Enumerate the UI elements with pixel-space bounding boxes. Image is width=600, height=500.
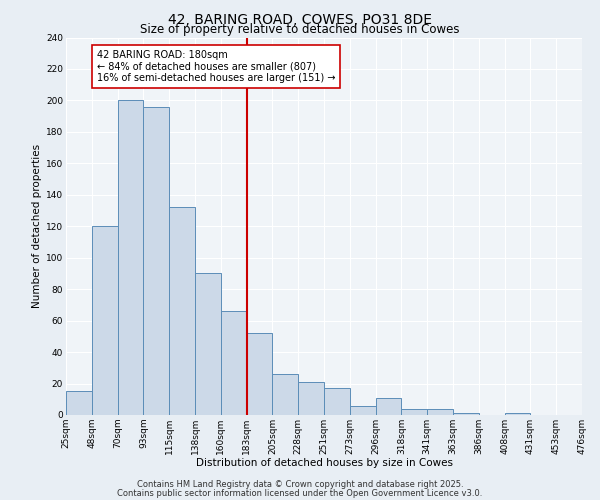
Bar [298, 382, 324, 415]
Text: 42 BARING ROAD: 180sqm
← 84% of detached houses are smaller (807)
16% of semi-de: 42 BARING ROAD: 180sqm ← 84% of detached… [97, 50, 335, 84]
Bar [118, 100, 143, 415]
Bar [92, 226, 118, 415]
Bar [427, 408, 453, 415]
Bar [247, 333, 272, 415]
Bar [453, 414, 479, 415]
Bar [169, 208, 195, 415]
Bar [324, 388, 350, 415]
Bar [195, 274, 221, 415]
Bar [401, 408, 427, 415]
Bar [143, 106, 169, 415]
X-axis label: Distribution of detached houses by size in Cowes: Distribution of detached houses by size … [196, 458, 452, 468]
Bar [376, 398, 401, 415]
Text: Contains HM Land Registry data © Crown copyright and database right 2025.: Contains HM Land Registry data © Crown c… [137, 480, 463, 489]
Text: Contains public sector information licensed under the Open Government Licence v3: Contains public sector information licen… [118, 488, 482, 498]
Bar [505, 414, 530, 415]
Bar [221, 311, 247, 415]
Text: Size of property relative to detached houses in Cowes: Size of property relative to detached ho… [140, 22, 460, 36]
Bar [66, 392, 92, 415]
Bar [272, 374, 298, 415]
Y-axis label: Number of detached properties: Number of detached properties [32, 144, 42, 308]
Text: 42, BARING ROAD, COWES, PO31 8DE: 42, BARING ROAD, COWES, PO31 8DE [168, 12, 432, 26]
Bar [350, 406, 376, 415]
